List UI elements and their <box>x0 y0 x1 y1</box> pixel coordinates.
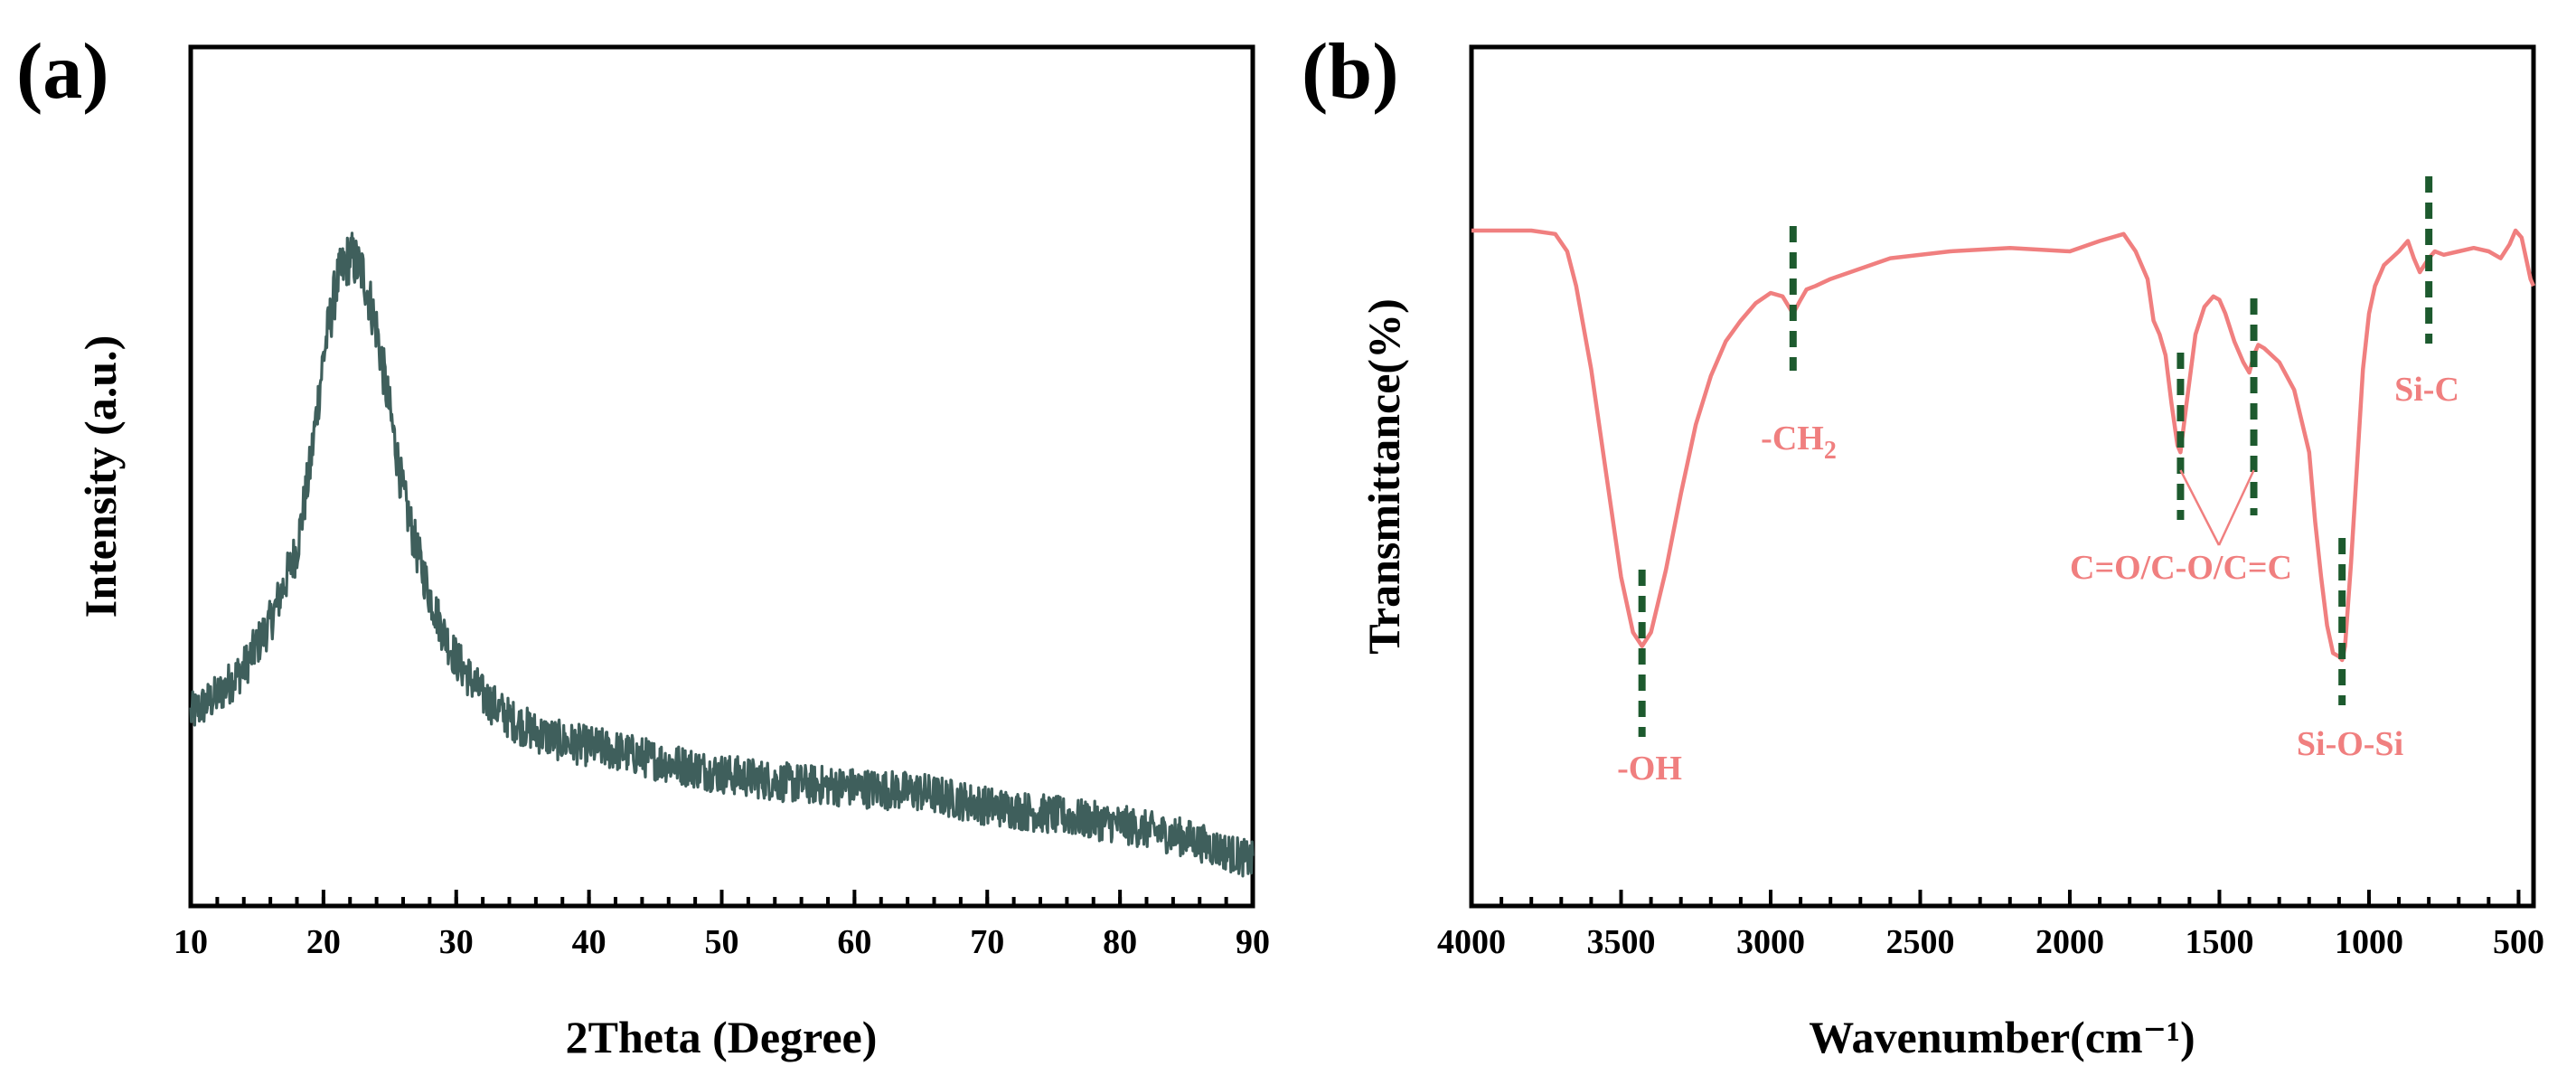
panel-a-x-axis-title: 2Theta (Degree) <box>566 1012 878 1062</box>
x-tick-label: 90 <box>1236 923 1270 961</box>
x-tick-label: 500 <box>2493 923 2544 961</box>
x-tick-label: 2500 <box>1885 923 1954 961</box>
annotation-ch2-text: -CH <box>1761 420 1824 458</box>
x-tick-label: 1500 <box>2185 923 2253 961</box>
panel-b-label: (b) <box>1302 28 1399 116</box>
panel-a-x-ticks <box>189 890 1255 906</box>
annotation-leader-line <box>2179 469 2221 546</box>
panel-a-x-tick-labels: 10 20 30 40 50 60 70 80 90 <box>174 923 1270 961</box>
panel-b-x-tick-labels: 4000 3500 3000 2500 2000 1500 1000 500 <box>1437 923 2544 961</box>
x-tick-label: 70 <box>970 923 1004 961</box>
panel-b-x-ticks <box>1470 890 2521 906</box>
xrd-series-line <box>189 231 1255 878</box>
x-tick-label: 2000 <box>2035 923 2104 961</box>
annotation-co-cc: C=O/C-O/C=C <box>2070 549 2292 587</box>
panel-b-plot-frame <box>1469 44 2536 909</box>
panel-b-x-axis-title: Wavenumber(cm⁻¹) <box>1809 1012 2195 1062</box>
x-tick-label: 3500 <box>1586 923 1655 961</box>
x-tick-label: 40 <box>572 923 606 961</box>
annotation-ch2-subscript: 2 <box>1824 437 1837 465</box>
x-tick-label: 10 <box>174 923 208 961</box>
annotation-oh: -OH <box>1617 750 1682 788</box>
annotation-ch2: -CH2 <box>1761 420 1837 465</box>
annotation-si-c: Si-C <box>2394 371 2459 409</box>
x-tick-label: 50 <box>705 923 739 961</box>
ftir-series-line <box>1471 228 2536 663</box>
x-tick-label: 4000 <box>1437 923 1506 961</box>
x-tick-label: 30 <box>439 923 474 961</box>
panel-a-xrd-chart: (a) 10 20 30 40 50 60 70 80 90 2Theta (D… <box>16 28 1270 1062</box>
panel-a-y-axis-title: Intensity (a.u.) <box>75 335 126 618</box>
x-tick-label: 3000 <box>1736 923 1805 961</box>
panel-a-label: (a) <box>16 28 109 116</box>
x-tick-label: 60 <box>837 923 871 961</box>
x-tick-label: 1000 <box>2335 923 2403 961</box>
panel-b-y-axis-title: Transmittance(%) <box>1359 298 1409 654</box>
panel-b-ftir-chart: (b) 4000 3500 3000 2500 2000 1500 1000 5… <box>1302 28 2544 1062</box>
x-tick-label: 20 <box>306 923 341 961</box>
annotation-leader-line <box>2217 469 2255 546</box>
x-tick-label: 80 <box>1103 923 1137 961</box>
annotation-si-o-si: Si-O-Si <box>2297 725 2403 763</box>
